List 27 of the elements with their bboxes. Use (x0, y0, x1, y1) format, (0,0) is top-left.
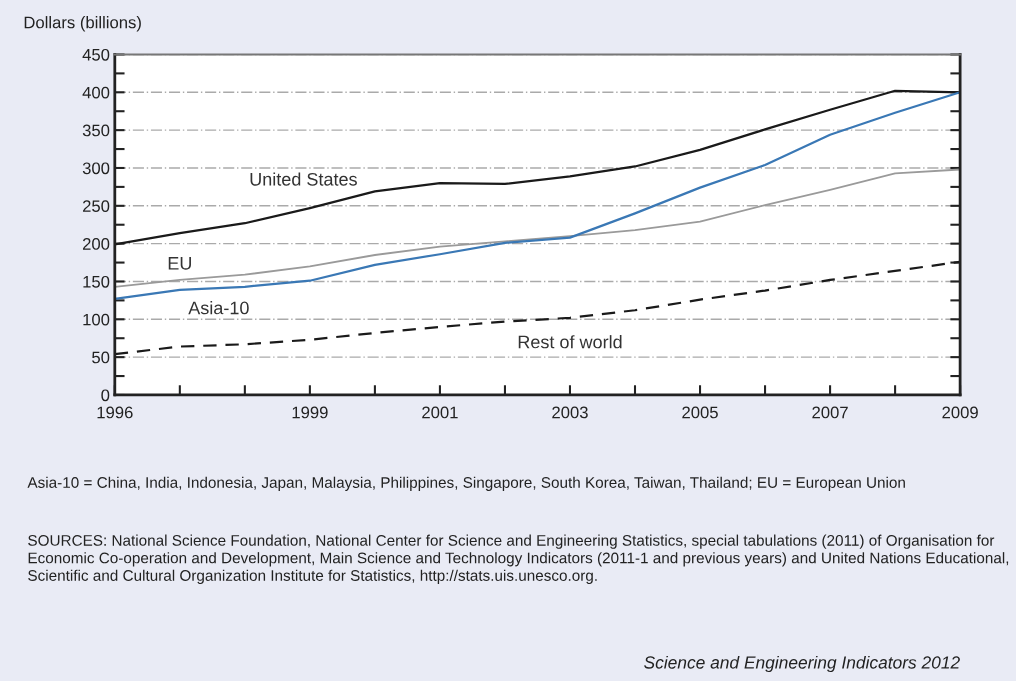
y-tick-label: 200 (82, 238, 110, 250)
series-label: EU (168, 257, 191, 270)
text: Science and Engineering Indicators 2012 (644, 655, 960, 673)
y-tick-label: 350 (82, 124, 110, 137)
y-tick-label: 100 (83, 313, 110, 326)
source-note: SOURCES: National Science Foundation, National Center for Science and Engineering Statistics, special tabulations (2011) of Organisation for Economic Co-operation and Development, Main Science and Technology Indicators (2011-1 and previous years) and United Nations Educational, Scientific and Cultural Organization Institute for Statistics, http://stats.uis.unesco.org. (28, 534, 1009, 584)
y-tick-label: 300 (82, 162, 110, 175)
series-label: Rest of world (518, 335, 622, 349)
y-tick-label: 450 (82, 48, 110, 61)
line-series (114, 91, 961, 300)
x-tick-label: 2001 (422, 406, 458, 419)
y-tick-label: 400 (82, 86, 110, 99)
text: Asia-10 = China, India, Indonesia, Japan, Malaysia, Philippines, Singapore, South Korea, Taiwan, Thailand; EU = European Union (27, 476, 905, 491)
series-label: United States (250, 172, 357, 186)
x-tick-label: 2007 (812, 406, 848, 419)
y-tick-label: 150 (83, 275, 110, 288)
x-tick-label: 2009 (942, 406, 978, 419)
line-series (114, 168, 961, 288)
x-tick-label: 2005 (682, 406, 718, 419)
y-axis-title: Dollars (billions) (24, 16, 141, 32)
y-tick-label: 50 (92, 351, 110, 364)
y-tick-label: 0 (101, 389, 110, 402)
y-tick-label: 250 (82, 200, 110, 213)
series-label: Asia-10 (188, 301, 249, 315)
x-tick-label: 2003 (552, 406, 588, 419)
x-tick-label: 1996 (97, 406, 133, 419)
x-tick-label: 1999 (292, 406, 328, 419)
